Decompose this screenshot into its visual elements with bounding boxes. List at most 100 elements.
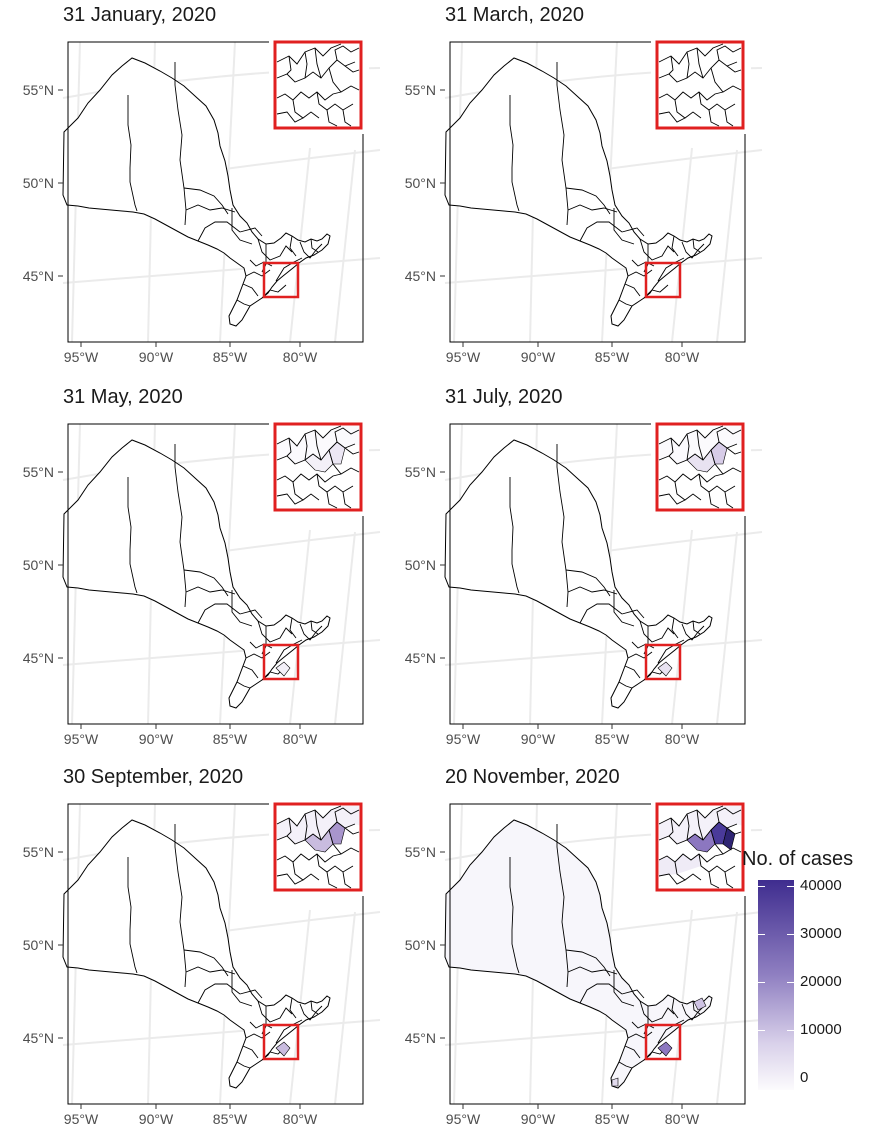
inset-locator-box (262, 1023, 300, 1061)
longitude-label: 95°W (446, 1111, 481, 1127)
ottawa-region (693, 997, 707, 1011)
longitude-label: 90°W (521, 731, 556, 747)
longitude-label: 90°W (521, 349, 556, 365)
panel-title: 31 January, 2020 (63, 4, 217, 26)
windsor-region (611, 1077, 619, 1087)
legend-tick-mark (758, 886, 794, 887)
health-unit-boundaries (127, 824, 323, 1069)
health-unit-boundaries (509, 824, 705, 1069)
map-panel: 31 July, 2020 55°N 50°N 45°N 95°W 90°W 85°W 80°… (382, 382, 763, 754)
legend-tick-label: 20000 (800, 973, 842, 990)
map-panel: 30 September, 2020 55°N 50°N 45°N 95°W 90°W 85… (0, 762, 381, 1134)
map-plot: 55°N 50°N 45°N 95°W 90°W 85°W 80°W (23, 38, 381, 365)
latitude-label: 50°N (23, 937, 54, 953)
longitude-label: 90°W (521, 1111, 556, 1127)
latitude-label: 50°N (23, 557, 54, 573)
longitude-label: 95°W (446, 731, 481, 747)
latitude-label: 55°N (23, 844, 54, 860)
latitude-label: 50°N (405, 175, 436, 191)
latitude-label: 50°N (23, 175, 54, 191)
inset-map (269, 38, 369, 134)
legend-title: No. of cases (742, 848, 854, 870)
latitude-label: 45°N (23, 650, 54, 666)
health-unit-boundaries (509, 444, 705, 689)
legend-tick-label: 0 (800, 1069, 809, 1086)
inset-map (269, 420, 369, 516)
inset-map (651, 800, 751, 896)
toronto-region (275, 661, 291, 677)
latitude-label: 45°N (405, 268, 436, 284)
longitude-label: 80°W (283, 1111, 318, 1127)
longitude-label: 85°W (595, 349, 630, 365)
panel-frame (67, 803, 364, 1105)
health-unit-boundaries (509, 62, 705, 307)
map-plot: 55°N 50°N 45°N 95°W 90°W 85°W 80°W (405, 38, 763, 365)
health-unit-boundaries (127, 62, 323, 307)
latitude-label: 50°N (405, 937, 436, 953)
latitude-label: 50°N (405, 557, 436, 573)
panel-frame (67, 423, 364, 725)
latitude-label: 45°N (23, 268, 54, 284)
inset-locator-box (262, 643, 300, 681)
longitude-label: 90°W (139, 731, 174, 747)
inset-locator-box (644, 643, 682, 681)
longitude-label: 95°W (64, 349, 99, 365)
legend: No. of cases 40000 30000 20000 10000 0 (738, 840, 877, 1090)
longitude-label: 95°W (64, 731, 99, 747)
toronto-region (275, 1041, 291, 1057)
longitude-label: 80°W (283, 731, 318, 747)
latitude-label: 55°N (23, 82, 54, 98)
latitude-label: 55°N (23, 464, 54, 480)
map-panel: 31 January, 2020 55°N 50°N 45°N 95°W 90°W 85°W… (0, 0, 381, 372)
inset-map (651, 38, 751, 134)
panel-frame (449, 41, 746, 343)
inset-locator-box (644, 261, 682, 299)
longitude-label: 80°W (665, 1111, 700, 1127)
inset-locator-box (644, 1023, 682, 1061)
legend-tick-mark (758, 982, 794, 983)
map-panel: 31 May, 2020 55°N 50°N 45°N 95°W 90°W 85°W 80°W (0, 382, 381, 754)
panel-title: 31 May, 2020 (63, 386, 183, 408)
map-plot: 55°N 50°N 45°N 95°W 90°W 85°W 80°W (405, 800, 763, 1127)
panel-frame (449, 423, 746, 725)
longitude-label: 85°W (213, 349, 248, 365)
health-unit-boundaries (127, 444, 323, 689)
longitude-label: 85°W (213, 1111, 248, 1127)
longitude-label: 85°W (213, 731, 248, 747)
panel-title: 30 September, 2020 (63, 766, 244, 788)
legend-tick-mark (758, 1030, 794, 1031)
map-panel: 31 March, 2020 55°N 50°N 45°N 95°W 90°W 85°W 80… (382, 0, 763, 372)
latitude-label: 55°N (405, 82, 436, 98)
longitude-label: 80°W (665, 349, 700, 365)
latitude-label: 55°N (405, 844, 436, 860)
panel-title: 20 November, 2020 (445, 766, 620, 788)
toronto-region (657, 661, 673, 677)
panel-frame (449, 803, 746, 1105)
inset-locator-box (262, 261, 300, 299)
latitude-label: 45°N (405, 650, 436, 666)
longitude-label: 85°W (595, 1111, 630, 1127)
map-plot: 55°N 50°N 45°N 95°W 90°W 85°W 80°W (23, 420, 381, 747)
latitude-label: 45°N (23, 1030, 54, 1046)
legend-tick-label: 10000 (800, 1021, 842, 1038)
longitude-label: 85°W (595, 731, 630, 747)
panel-title: 31 July, 2020 (445, 386, 563, 408)
legend-tick-label: 30000 (800, 925, 842, 942)
inset-map (651, 420, 751, 516)
legend-tick-mark (758, 934, 794, 935)
longitude-label: 95°W (446, 349, 481, 365)
map-plot: 55°N 50°N 45°N 95°W 90°W 85°W 80°W (405, 420, 763, 747)
longitude-label: 80°W (283, 349, 318, 365)
longitude-label: 80°W (665, 731, 700, 747)
inset-map (269, 800, 369, 896)
panel-title: 31 March, 2020 (445, 4, 584, 26)
longitude-label: 90°W (139, 1111, 174, 1127)
latitude-label: 55°N (405, 464, 436, 480)
legend-tick-label: 40000 (800, 877, 842, 894)
longitude-label: 95°W (64, 1111, 99, 1127)
map-plot: 55°N 50°N 45°N 95°W 90°W 85°W 80°W (23, 800, 381, 1127)
map-panel: 20 November, 2020 55°N 50°N 45°N 95°W 90°W 85°… (382, 762, 763, 1134)
longitude-label: 90°W (139, 349, 174, 365)
legend-colorbar (758, 880, 794, 1090)
panel-frame (67, 41, 364, 343)
